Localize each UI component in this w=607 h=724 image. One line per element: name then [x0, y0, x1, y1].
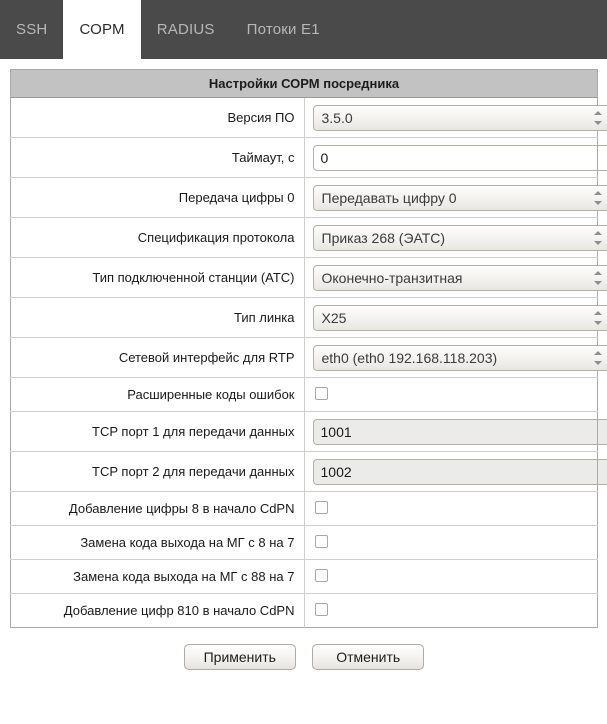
select-7[interactable]: eth0 (eth0 192.168.118.203) — [312, 344, 607, 371]
checkbox-13[interactable] — [314, 569, 328, 583]
settings-table: Настройки СОРМ посредника Версия ПО 3.5.0… — [10, 69, 607, 628]
settings-row-label: Версия ПО — [10, 97, 305, 138]
settings-row-field — [304, 491, 598, 526]
spinner-up-down-icon[interactable] — [593, 109, 603, 127]
settings-row: TCP порт 1 для передачи данных — [10, 411, 607, 452]
cancel-button[interactable]: Отменить — [312, 644, 425, 670]
settings-row: Замена кода выхода на МГ с 88 на 7 — [10, 559, 598, 594]
spinner-up-down-icon[interactable] — [593, 309, 603, 327]
settings-row-label: Добавление цифр 810 в начало CdPN — [10, 593, 305, 628]
spinner-up-down-icon[interactable] — [593, 349, 603, 367]
settings-row-label: Добавление цифры 8 в начало CdPN — [10, 491, 305, 526]
page-title: Настройки СОРМ посредника — [10, 69, 598, 98]
select-value: eth0 (eth0 192.168.118.203) — [321, 349, 498, 366]
settings-row-label: Передача цифры 0 — [10, 177, 305, 218]
checkbox-12[interactable] — [314, 535, 328, 549]
settings-row-field: 3.5.0 — [304, 97, 607, 138]
settings-row-label: Замена кода выхода на МГ с 88 на 7 — [10, 559, 305, 594]
spinner-up-down-icon[interactable] — [593, 189, 603, 207]
settings-row-label: Спецификация протокола — [10, 217, 305, 258]
settings-row: TCP порт 2 для передачи данных — [10, 451, 607, 492]
tab-radius[interactable]: RADIUS — [156, 21, 215, 38]
tab-ssh[interactable]: SSH — [16, 21, 48, 38]
settings-row-label: TCP порт 1 для передачи данных — [10, 411, 305, 452]
settings-row-field — [304, 559, 598, 594]
settings-row: Расширенные коды ошибок — [10, 377, 598, 412]
select-value: Передавать цифру 0 — [321, 189, 457, 206]
checkbox-8[interactable] — [314, 387, 328, 401]
settings-row-label: Расширенные коды ошибок — [10, 377, 305, 412]
spinner-up-down-icon[interactable] — [593, 269, 603, 287]
select-value: 3.5.0 — [321, 109, 353, 126]
settings-row-field: eth0 (eth0 192.168.118.203) — [304, 337, 607, 378]
settings-panel: Настройки СОРМ посредника Версия ПО 3.5.0… — [0, 59, 607, 670]
settings-row-field — [304, 411, 607, 452]
settings-table-header-row: Настройки СОРМ посредника — [10, 69, 598, 98]
select-value: Оконечно-транзитная — [321, 269, 463, 286]
settings-row: Замена кода выхода на МГ с 8 на 7 — [10, 525, 598, 560]
settings-row: Тип линка X25 — [10, 297, 607, 338]
settings-row-field — [304, 525, 598, 560]
settings-row-field — [304, 377, 598, 412]
tab-потоки-e1[interactable]: Потоки E1 — [246, 21, 320, 38]
select-value: X25 — [321, 309, 347, 326]
settings-row: Добавление цифр 810 в начало CdPN — [10, 593, 598, 628]
select-6[interactable]: X25 — [312, 304, 607, 331]
checkbox-11[interactable] — [314, 501, 328, 515]
settings-row-field — [304, 594, 598, 628]
settings-row: Тип подключенной станции (АТС) Оконечно-т… — [10, 257, 607, 298]
spinner-up-down-icon[interactable] — [593, 229, 603, 247]
checkbox-14[interactable] — [314, 603, 328, 617]
settings-row-label: Таймаут, с — [10, 137, 305, 178]
select-3[interactable]: Передавать цифру 0 — [312, 184, 607, 211]
text-input-9 — [312, 418, 607, 445]
settings-row-field: Приказ 268 (ЭАТС) — [304, 217, 607, 258]
settings-row: Добавление цифры 8 в начало CdPN — [10, 491, 598, 526]
settings-row: Спецификация протокола Приказ 268 (ЭАТС) — [10, 217, 607, 258]
tab-bar: SSH СОРМ RADIUS Потоки E1 — [0, 0, 607, 59]
apply-button[interactable]: Применить — [183, 644, 296, 670]
settings-row-label: Сетевой интерфейс для RTP — [10, 337, 305, 378]
settings-row-label: Тип подключенной станции (АТС) — [10, 257, 305, 298]
settings-row-label: Замена кода выхода на МГ с 8 на 7 — [10, 525, 305, 560]
select-1[interactable]: 3.5.0 — [312, 104, 607, 131]
settings-row-field — [304, 451, 607, 492]
settings-row: Сетевой интерфейс для RTP eth0 (eth0 192.… — [10, 337, 607, 378]
select-value: Приказ 268 (ЭАТС) — [321, 229, 446, 246]
settings-row-field: Передавать цифру 0 — [304, 177, 607, 218]
tab-сорм[interactable]: СОРМ — [63, 0, 141, 59]
select-5[interactable]: Оконечно-транзитная — [312, 264, 607, 291]
settings-row-label: Тип линка — [10, 297, 305, 338]
settings-row-field: X25 — [304, 297, 607, 338]
settings-row: Передача цифры 0 Передавать цифру 0 — [10, 177, 607, 218]
text-input-10 — [312, 458, 607, 485]
footer-actions: Применить Отменить — [10, 644, 598, 670]
settings-row: Версия ПО 3.5.0 — [10, 97, 607, 138]
settings-row-field: Оконечно-транзитная — [304, 257, 607, 298]
settings-row-field — [304, 137, 607, 178]
settings-row: Таймаут, с — [10, 137, 607, 178]
select-4[interactable]: Приказ 268 (ЭАТС) — [312, 224, 607, 251]
settings-row-label: TCP порт 2 для передачи данных — [10, 451, 305, 492]
text-input-2[interactable] — [312, 144, 607, 171]
